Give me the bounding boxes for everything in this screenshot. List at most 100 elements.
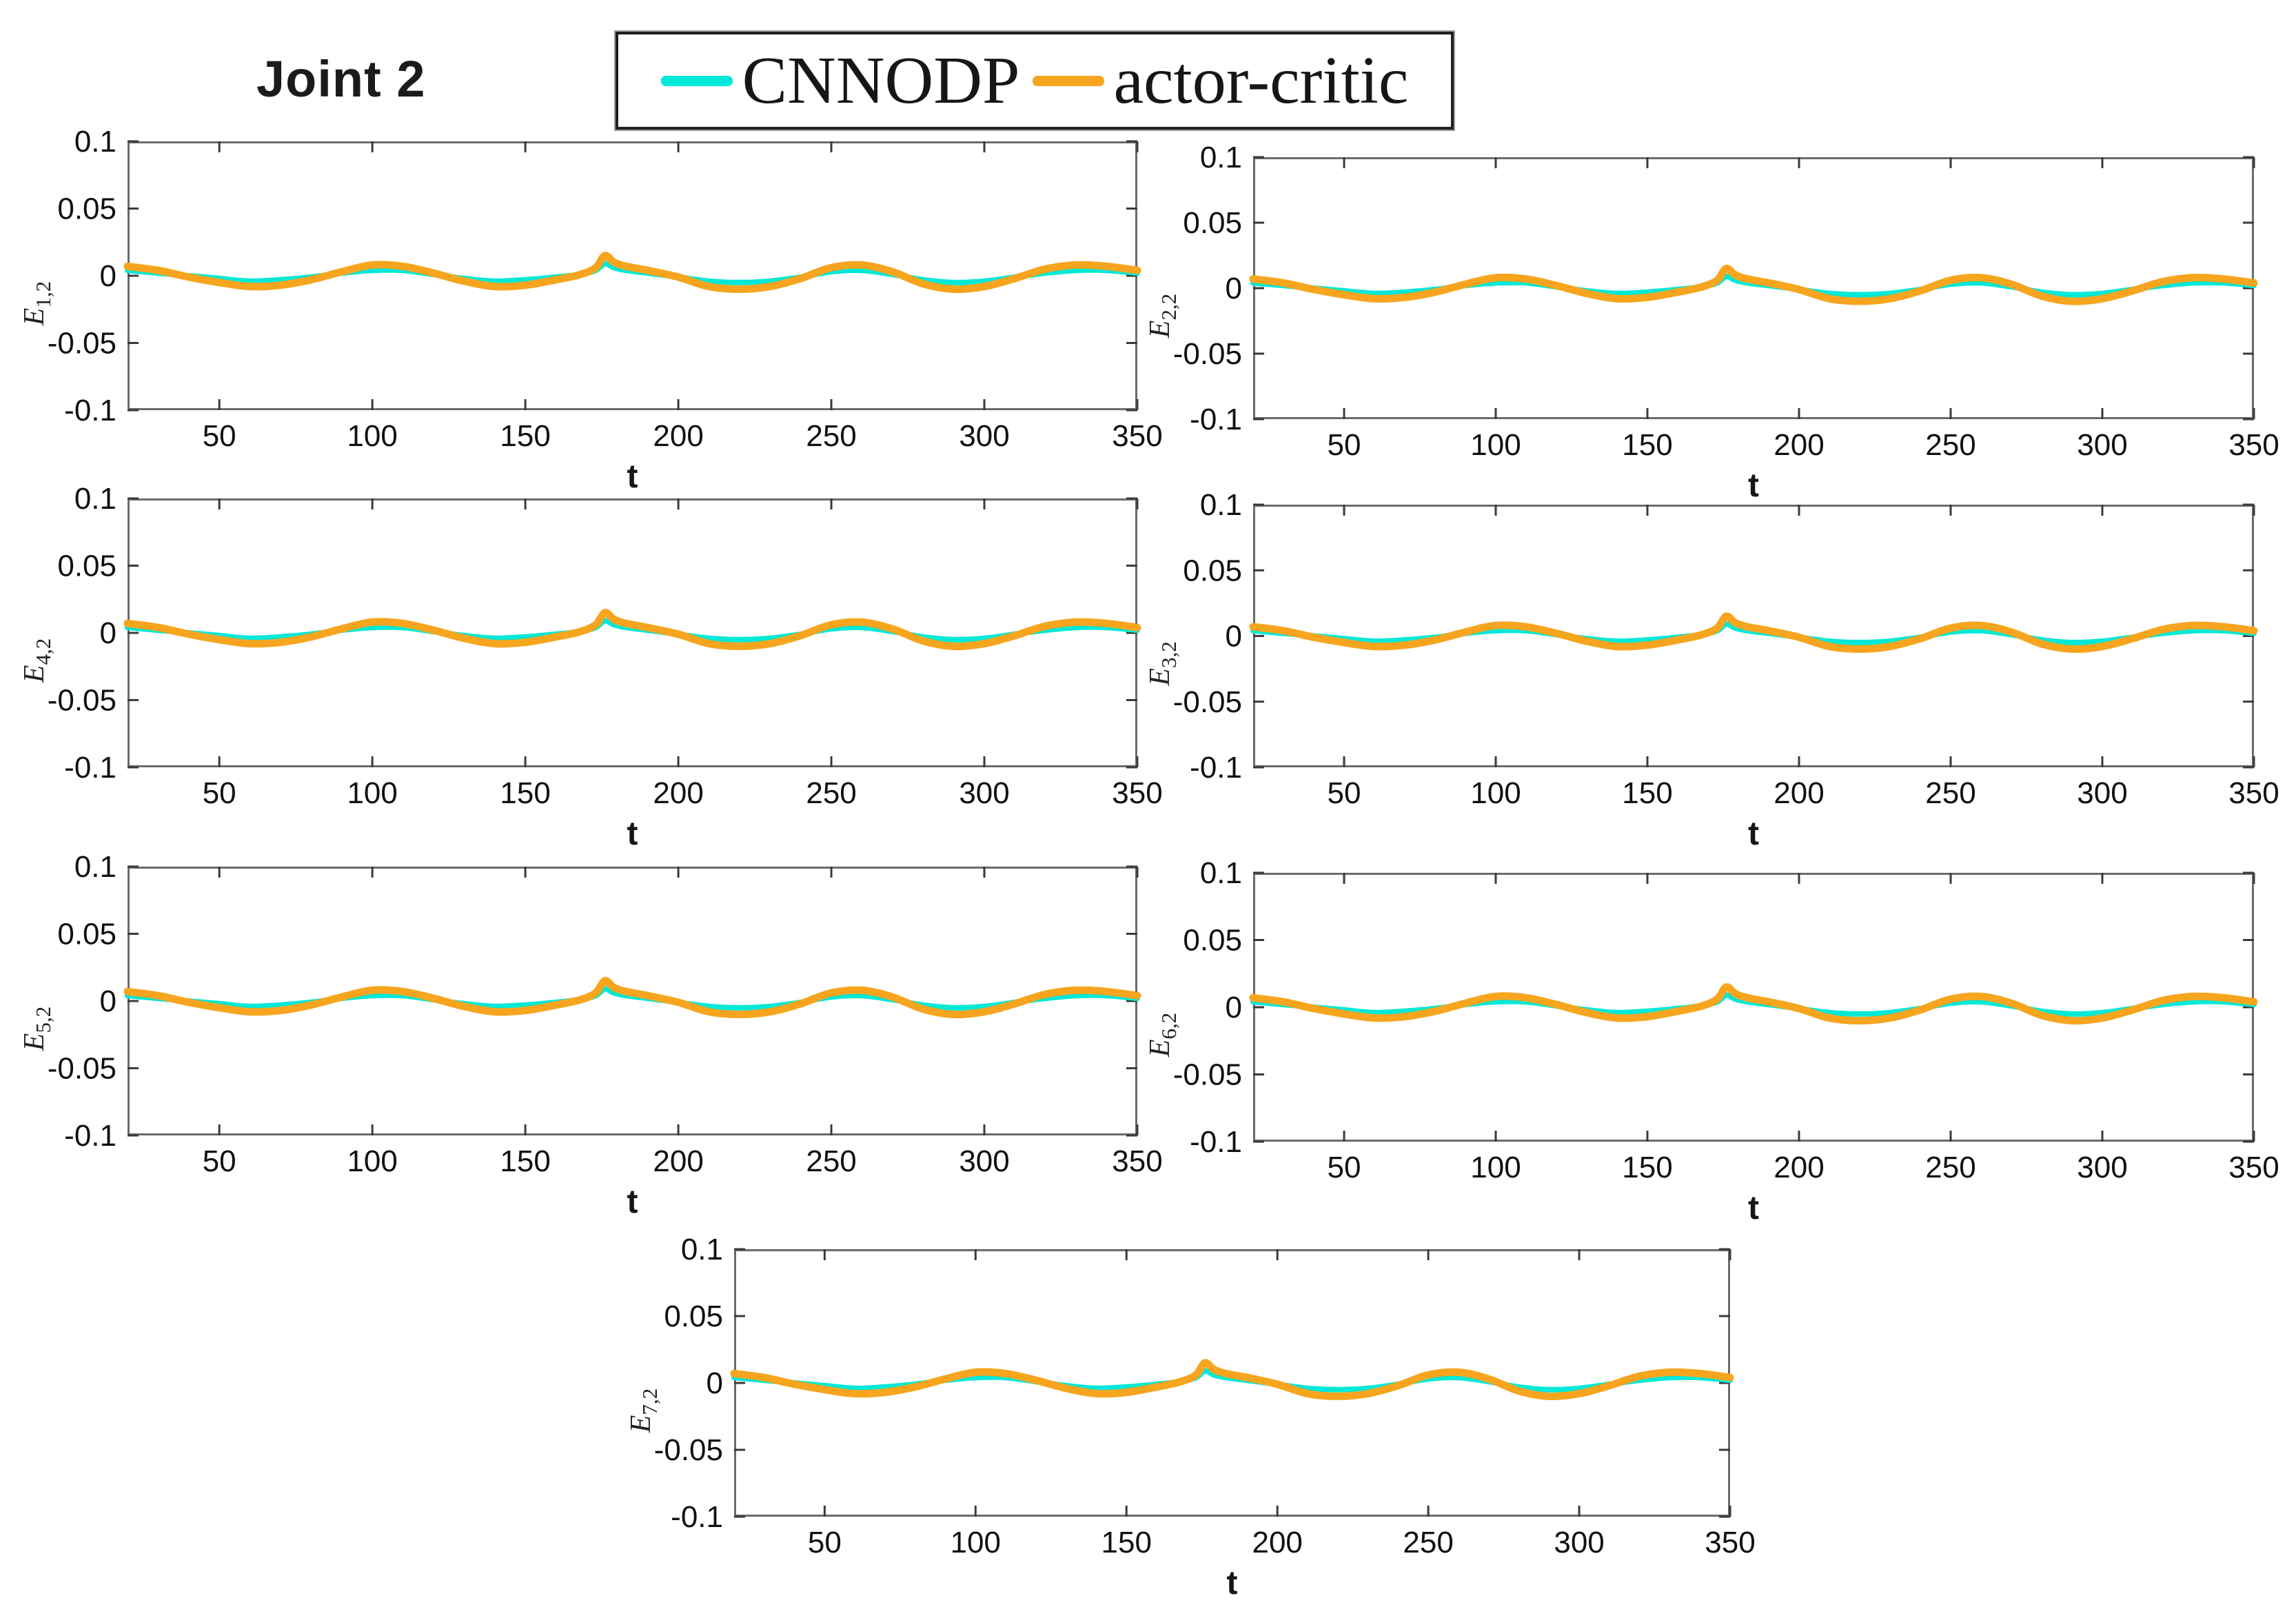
x-axis-label: t: [1227, 1565, 1238, 1601]
legend-label-cnnodp: CNNODP: [742, 43, 1020, 118]
x-tick-label: 250: [1925, 428, 1975, 462]
cnnodp-line-sample-icon: [660, 75, 733, 86]
figure-title: Joint 2: [256, 50, 426, 108]
y-tick-label: -0.05: [1173, 685, 1242, 719]
y-tick-label: 0: [1226, 620, 1242, 654]
actor-critic-line: [730, 1359, 1734, 1401]
x-tick-label: 200: [653, 776, 703, 810]
y-tick-label: 0.1: [1200, 141, 1242, 174]
y-axis-label: E4,2: [19, 638, 55, 683]
y-tick-label: -0.1: [64, 394, 116, 427]
x-tick-label: 350: [2228, 428, 2279, 462]
y-tick-label: -0.1: [671, 1500, 723, 1534]
legend-item-actor-critic: actor-critic: [1032, 47, 1408, 114]
x-tick-label: 150: [500, 419, 550, 453]
x-tick-label: 100: [1470, 1151, 1521, 1184]
y-tick-label: -0.1: [1190, 403, 1242, 436]
y-tick-label: 0.05: [664, 1300, 723, 1333]
x-tick-label: 100: [1470, 776, 1521, 810]
x-tick-label: 50: [1328, 428, 1361, 462]
x-tick-label: 50: [203, 776, 236, 810]
actor-critic-line: [1249, 264, 2258, 305]
plot-frame: [1253, 157, 2254, 419]
x-tick-label: 350: [2228, 1151, 2279, 1184]
x-tick-label: 350: [1705, 1526, 1755, 1559]
subplot-E4-2: 50 100 150 200 250 300 350 0.1 0.05 0 -0.05 -0.1 E4,…: [19, 482, 1163, 852]
x-tick-label: 300: [2077, 776, 2127, 810]
x-tick-label: 250: [1925, 1151, 1975, 1184]
y-tick-label: 0.1: [1200, 488, 1242, 522]
x-tick-label: 100: [347, 776, 397, 810]
x-tick-label: 100: [951, 1526, 1001, 1559]
y-tick-label: 0.1: [681, 1233, 723, 1266]
y-tick-label: -0.05: [48, 327, 116, 361]
x-tick-label: 350: [1112, 1144, 1162, 1178]
x-tick-label: 350: [1112, 776, 1162, 810]
y-tick-label: 0.05: [1183, 554, 1242, 587]
y-tick-label: 0.05: [57, 549, 116, 583]
y-tick-label: -0.05: [1173, 337, 1242, 371]
y-tick-label: 0.05: [1183, 206, 1242, 240]
x-tick-label: 300: [959, 1144, 1009, 1178]
x-tick-label: 300: [1554, 1526, 1604, 1559]
subplot-E3-2: 50 100 150 200 250 300 350 0.1 0.05 0 -0.05 -0.1 E3,…: [1144, 488, 2279, 852]
y-axis-label: E2,2: [1144, 294, 1181, 338]
y-tick-label: -0.05: [48, 684, 116, 718]
x-tick-label: 200: [1774, 776, 1824, 810]
x-tick-label: 250: [1925, 776, 1975, 810]
y-tick-label: 0.1: [1200, 856, 1242, 890]
actor-critic-line: [123, 977, 1141, 1019]
x-tick-label: 200: [653, 419, 703, 453]
subplot-canvas: 50 100 150 200 250 300 350 0.1 0.05 0 -0.05 -0.1 E3,…: [1144, 488, 2279, 852]
x-tick-label: 200: [1252, 1526, 1302, 1559]
actor-critic-line: [1249, 983, 2258, 1025]
x-tick-label: 250: [806, 419, 856, 453]
x-tick-label: 100: [347, 419, 397, 453]
x-tick-label: 250: [806, 776, 856, 810]
actor-critic-line: [123, 252, 1141, 294]
y-tick-label: -0.1: [1190, 1125, 1242, 1159]
y-axis-label: E1,2: [19, 281, 55, 326]
y-axis-label: E7,2: [625, 1388, 662, 1433]
y-tick-label: 0.05: [57, 918, 116, 951]
y-tick-label: 0.1: [74, 125, 116, 159]
x-axis-label: t: [1748, 467, 1759, 504]
x-tick-label: 150: [1101, 1526, 1152, 1559]
y-tick-label: 0: [1226, 272, 1242, 305]
x-tick-label: 250: [1403, 1526, 1453, 1559]
x-axis-label: t: [627, 1184, 638, 1220]
subplot-E6-2: 50 100 150 200 250 300 350 0.1 0.05 0 -0.05 -0.1 E6,…: [1144, 856, 2279, 1226]
x-tick-label: 100: [347, 1144, 397, 1178]
x-tick-label: 150: [1622, 428, 1672, 462]
x-tick-label: 300: [2077, 1151, 2127, 1184]
x-tick-label: 350: [1112, 419, 1162, 453]
subplot-canvas: 50 100 150 200 250 300 350 0.1 0.05 0 -0.05 -0.1 E5,…: [19, 850, 1163, 1220]
subplot-canvas: 50 100 150 200 250 300 350 0.1 0.05 0 -0.05 -0.1 E6,…: [1144, 856, 2279, 1226]
x-tick-label: 150: [1622, 776, 1672, 810]
legend: CNNODP actor-critic: [616, 32, 1454, 130]
subplot-E7-2: 50 100 150 200 250 300 350 0.1 0.05 0 -0.05 -0.1 E7,…: [625, 1233, 1756, 1601]
subplot-canvas: 50 100 150 200 250 300 350 0.1 0.05 0 -0.05 -0.1 E1,…: [19, 125, 1163, 495]
y-tick-label: 0.1: [74, 850, 116, 884]
y-axis-label: E5,2: [19, 1007, 55, 1051]
y-tick-label: 0: [100, 984, 116, 1018]
x-axis-label: t: [1748, 816, 1759, 852]
y-axis-label: E6,2: [1144, 1013, 1181, 1058]
x-tick-label: 100: [1470, 428, 1521, 462]
y-tick-label: 0.05: [1183, 924, 1242, 958]
x-tick-label: 150: [500, 776, 550, 810]
plot-frame: [1253, 505, 2254, 767]
x-tick-label: 300: [959, 419, 1009, 453]
x-tick-label: 50: [808, 1526, 842, 1559]
y-tick-label: -0.05: [654, 1433, 723, 1467]
x-tick-label: 50: [203, 1144, 236, 1178]
y-tick-label: -0.1: [64, 751, 116, 785]
x-axis-label: t: [627, 816, 638, 852]
plot-frame: [128, 141, 1137, 410]
subplot-E2-2: 50 100 150 200 250 300 350 0.1 0.05 0 -0.05 -0.1 E2,…: [1144, 141, 2279, 504]
y-tick-label: 0: [100, 259, 116, 293]
y-tick-label: -0.05: [1173, 1058, 1242, 1092]
x-tick-label: 50: [1328, 1151, 1361, 1184]
y-tick-label: 0: [707, 1366, 723, 1400]
